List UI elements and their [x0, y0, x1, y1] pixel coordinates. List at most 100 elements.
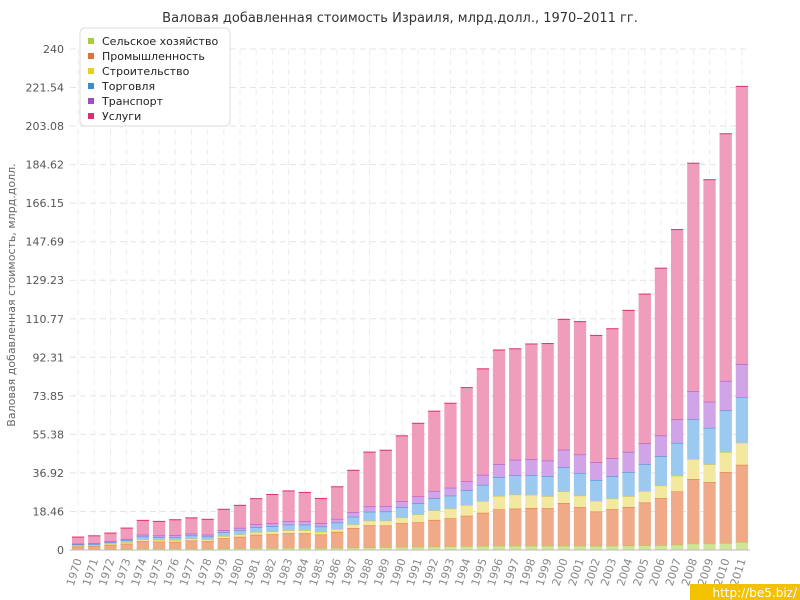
bar-segment-fill [120, 538, 133, 541]
bar-segment-fill [201, 536, 214, 540]
bar-segment [71, 543, 85, 545]
bar-segment-fill [88, 535, 101, 544]
bar-segment [330, 531, 344, 548]
bar-segment-fill [136, 520, 150, 535]
bar-segment-fill [654, 268, 668, 436]
bar-segment-fill [314, 498, 328, 524]
bar-segment-fill [719, 452, 732, 473]
bar-segment [120, 541, 133, 544]
bar-segment-fill [201, 519, 214, 535]
bar-segment-fill [703, 427, 716, 465]
bar-segment [638, 502, 651, 546]
bar-segment [719, 133, 732, 381]
bar-segment [654, 435, 668, 457]
bar-segment-fill [314, 534, 328, 549]
bar-segment-fill [185, 535, 198, 539]
bar-segment-fill [670, 475, 684, 492]
bar-segment-fill [282, 521, 295, 525]
bar-segment-fill [573, 495, 587, 508]
bar-segment-fill [460, 387, 473, 482]
bar-segment [525, 545, 538, 550]
bar-segment-fill [525, 494, 538, 509]
bar-segment [557, 449, 570, 468]
bar-segment-fill [606, 458, 619, 477]
bar-segment [525, 507, 538, 546]
bar-segment-fill [120, 540, 133, 543]
bar-segment [606, 457, 619, 477]
bar-segment-fill [379, 547, 392, 550]
bar-segment-fill [509, 475, 522, 495]
bar-segment [590, 479, 603, 501]
bar-segment [541, 460, 554, 477]
bar-segment [492, 495, 506, 510]
bar-segment [136, 540, 150, 549]
bar-segment [735, 363, 749, 397]
bar-segment-fill [136, 536, 150, 540]
bar-segment-fill [282, 524, 295, 531]
bar-segment-fill [152, 537, 166, 540]
bar-segment-fill [347, 528, 360, 548]
bar-segment-fill [428, 411, 441, 491]
bar-segment [670, 475, 684, 492]
bar-segment [622, 309, 635, 452]
bar-segment [476, 474, 490, 485]
bar-segment [654, 497, 668, 546]
bar-segment-fill [557, 449, 570, 468]
bar-segment-fill [379, 525, 392, 548]
bar-segment [152, 539, 166, 542]
bar-segment [509, 508, 522, 546]
bar-segment-fill [395, 547, 409, 550]
bar-segment-fill [541, 508, 554, 546]
bar-segment-fill [735, 542, 749, 550]
bar-segment-fill [266, 531, 279, 535]
bar-segment [460, 504, 473, 516]
bar-segment-fill [71, 537, 85, 544]
bar-segment [525, 458, 538, 476]
bar-segment [185, 540, 198, 549]
bar-segment-fill [152, 541, 166, 549]
bar-segment-fill [460, 481, 473, 491]
bar-segment [428, 490, 441, 499]
bar-segment-fill [411, 423, 425, 497]
bar-segment-fill [88, 546, 101, 550]
bar-segment-fill [363, 506, 376, 512]
bar-segment-fill [395, 507, 409, 518]
bar-segment-fill [233, 527, 247, 531]
y-tick-label: 110.77 [26, 313, 65, 326]
bar-segment-fill [606, 498, 619, 510]
bar-segment-fill [428, 519, 441, 547]
bar-segment [525, 474, 538, 495]
bar-segment-fill [557, 503, 570, 546]
bar-segment-fill [622, 496, 635, 507]
bar-segment [266, 522, 279, 527]
bar-segment-fill [104, 544, 117, 546]
bar-segment [428, 546, 441, 550]
bar-segment [201, 518, 214, 535]
bar-segment-fill [525, 459, 538, 476]
bar-segment [590, 334, 603, 463]
bar-segment-fill [217, 532, 230, 537]
bar-segment-fill [233, 548, 247, 550]
bar-segment [444, 517, 457, 547]
bar-segment-fill [104, 541, 117, 543]
bar-segment [363, 511, 376, 521]
y-tick-label: 73.85 [33, 390, 65, 403]
bar-segment-fill [217, 530, 230, 533]
bar-segment-fill [136, 548, 150, 550]
bar-segment-fill [460, 546, 473, 550]
bar-segment-fill [330, 529, 344, 532]
bar-segment [670, 229, 684, 420]
bar-segment-fill [703, 482, 716, 544]
bar-segment-fill [492, 350, 506, 465]
bar-segment [347, 527, 360, 548]
bar-segment [622, 545, 635, 550]
y-tick-label: 184.62 [26, 159, 65, 172]
bar-segment-fill [670, 419, 684, 443]
bar-segment [557, 491, 570, 504]
bar-segment [460, 490, 473, 506]
bar-segment [250, 526, 263, 533]
bar-segment [298, 524, 311, 531]
bar-segment [71, 536, 85, 544]
bar-segment-fill [233, 530, 247, 535]
bar-segment [169, 541, 182, 549]
